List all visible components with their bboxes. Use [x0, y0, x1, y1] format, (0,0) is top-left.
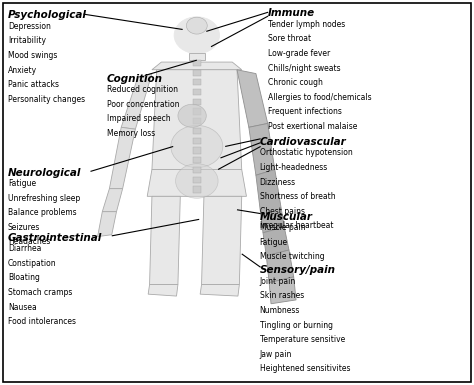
Polygon shape: [98, 212, 117, 237]
Text: Constipation: Constipation: [8, 259, 56, 268]
Text: Irritability: Irritability: [8, 36, 46, 45]
Text: Allergies to food/chemicals: Allergies to food/chemicals: [268, 93, 371, 102]
Text: Panic attacks: Panic attacks: [8, 80, 59, 89]
Bar: [193, 118, 201, 124]
Text: Heightened sensitivites: Heightened sensitivites: [260, 364, 350, 373]
Text: Anxiety: Anxiety: [8, 65, 37, 75]
Text: Tender lymph nodes: Tender lymph nodes: [268, 20, 345, 29]
Text: Joint pain: Joint pain: [260, 277, 296, 286]
Text: Orthostatic hypotension: Orthostatic hypotension: [260, 148, 353, 157]
Text: Depression: Depression: [8, 22, 51, 31]
Text: Stomach cramps: Stomach cramps: [8, 288, 72, 297]
Text: Mood swings: Mood swings: [8, 51, 57, 60]
Text: Nausea: Nausea: [8, 303, 36, 311]
Polygon shape: [109, 127, 136, 189]
Polygon shape: [150, 196, 180, 285]
Text: Dizziness: Dizziness: [260, 177, 296, 187]
Bar: [193, 128, 201, 134]
Polygon shape: [152, 70, 242, 169]
Bar: [193, 109, 201, 115]
Text: Diarrhea: Diarrhea: [8, 244, 41, 253]
Text: Temperature sensitive: Temperature sensitive: [260, 335, 345, 344]
Bar: [193, 79, 201, 85]
Text: Fatigue: Fatigue: [8, 179, 36, 188]
Text: Chest pains: Chest pains: [260, 207, 305, 216]
Text: Sore throat: Sore throat: [268, 34, 311, 44]
Polygon shape: [147, 169, 246, 196]
Text: Skin rashes: Skin rashes: [260, 291, 304, 300]
Polygon shape: [269, 277, 296, 304]
Text: Balance problems: Balance problems: [8, 208, 76, 217]
Text: Memory loss: Memory loss: [107, 129, 155, 138]
Text: Cardiovascular: Cardiovascular: [260, 137, 346, 147]
Polygon shape: [102, 189, 123, 212]
Text: Headaches: Headaches: [8, 238, 50, 246]
Text: Impaired speech: Impaired speech: [107, 114, 171, 123]
Text: Chronic cough: Chronic cough: [268, 78, 323, 87]
Text: Fatigue: Fatigue: [260, 238, 288, 247]
Bar: [193, 167, 201, 173]
Bar: [193, 186, 201, 192]
Polygon shape: [266, 250, 294, 283]
Polygon shape: [201, 196, 242, 285]
Polygon shape: [263, 227, 289, 256]
Bar: [193, 177, 201, 183]
Circle shape: [174, 17, 219, 54]
Text: Shortness of breath: Shortness of breath: [260, 192, 335, 201]
Circle shape: [175, 164, 218, 198]
Circle shape: [186, 17, 207, 34]
Text: Sensory/pain: Sensory/pain: [260, 265, 336, 275]
Text: Numbness: Numbness: [260, 306, 300, 315]
Text: Irregular heartbeat: Irregular heartbeat: [260, 221, 333, 230]
Text: Poor concentration: Poor concentration: [107, 100, 180, 109]
Bar: [193, 157, 201, 163]
Bar: [193, 147, 201, 154]
Text: Reduced cognition: Reduced cognition: [107, 85, 178, 94]
Polygon shape: [189, 53, 205, 60]
Polygon shape: [237, 70, 268, 127]
Text: Bloating: Bloating: [8, 273, 40, 283]
Text: Muscle pain: Muscle pain: [260, 223, 305, 232]
Text: Food intolerances: Food intolerances: [8, 317, 76, 326]
Text: Chills/night sweats: Chills/night sweats: [268, 64, 340, 73]
Circle shape: [178, 104, 206, 127]
Text: Muscular: Muscular: [260, 212, 313, 222]
Text: Tingling or burning: Tingling or burning: [260, 321, 333, 330]
Text: Cognition: Cognition: [107, 74, 163, 84]
Polygon shape: [249, 124, 275, 175]
Text: Unrefreshing sleep: Unrefreshing sleep: [8, 194, 80, 203]
Polygon shape: [152, 62, 242, 70]
Bar: [193, 70, 201, 75]
Text: Low-grade fever: Low-grade fever: [268, 49, 330, 58]
Bar: [193, 138, 201, 144]
Text: Muscle twitching: Muscle twitching: [260, 252, 324, 261]
Text: Neurological: Neurological: [8, 167, 81, 177]
Text: Frequent infections: Frequent infections: [268, 107, 342, 116]
Bar: [193, 89, 201, 95]
Text: Immune: Immune: [268, 8, 315, 18]
Circle shape: [171, 126, 223, 167]
Polygon shape: [121, 74, 152, 129]
Bar: [193, 99, 201, 105]
Bar: [193, 60, 201, 66]
Polygon shape: [256, 169, 284, 233]
Text: Gastrointestinal: Gastrointestinal: [8, 233, 102, 243]
Text: Personality changes: Personality changes: [8, 95, 85, 104]
Text: Jaw pain: Jaw pain: [260, 350, 292, 359]
Polygon shape: [200, 285, 239, 296]
Polygon shape: [148, 285, 178, 296]
Text: Psychological: Psychological: [8, 10, 87, 20]
Text: Light-headedness: Light-headedness: [260, 163, 328, 172]
Text: Post exertional malaise: Post exertional malaise: [268, 122, 357, 131]
Text: Seizures: Seizures: [8, 223, 40, 232]
